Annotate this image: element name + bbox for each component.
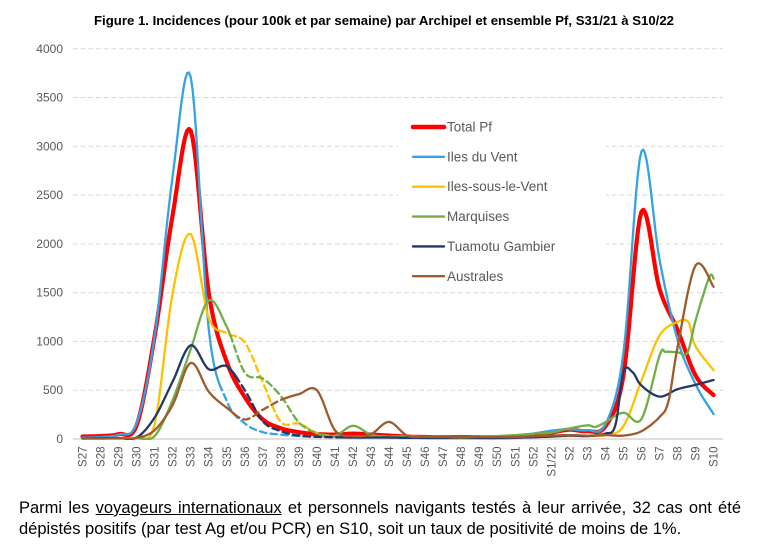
svg-text:S35: S35 [222,447,234,467]
svg-text:2000: 2000 [36,237,63,251]
svg-text:S3: S3 [582,447,594,461]
svg-text:S4: S4 [600,446,612,461]
svg-text:S39: S39 [294,447,306,467]
svg-text:Tuamotu Gambier: Tuamotu Gambier [447,239,556,254]
svg-text:Total Pf: Total Pf [447,120,492,135]
svg-text:3500: 3500 [36,91,63,105]
svg-text:S51: S51 [510,447,522,467]
svg-text:S8: S8 [673,447,685,461]
svg-text:1500: 1500 [36,286,63,300]
svg-text:Iles-sous-le-Vent: Iles-sous-le-Vent [447,179,548,194]
svg-text:Marquises: Marquises [447,209,510,224]
svg-text:S28: S28 [96,447,108,467]
svg-text:S38: S38 [276,447,288,467]
svg-text:S7: S7 [655,447,667,461]
svg-text:S27: S27 [78,447,90,467]
svg-text:S2: S2 [564,447,576,461]
svg-text:S48: S48 [456,447,468,467]
svg-text:500: 500 [43,383,63,397]
svg-text:S40: S40 [312,447,324,467]
svg-text:S46: S46 [420,447,432,467]
svg-text:S10: S10 [709,447,721,467]
svg-text:S52: S52 [528,447,540,467]
svg-text:S29: S29 [114,447,126,467]
svg-text:S33: S33 [186,447,198,467]
svg-text:S44: S44 [384,446,396,467]
svg-text:S9: S9 [691,447,703,461]
svg-text:S41: S41 [330,447,342,467]
svg-text:S42: S42 [348,447,360,467]
svg-text:S43: S43 [366,447,378,467]
svg-text:3000: 3000 [36,139,63,153]
svg-text:S36: S36 [240,447,252,467]
svg-text:S5: S5 [618,447,630,461]
svg-text:S30: S30 [132,447,144,467]
svg-text:1000: 1000 [36,334,63,348]
svg-text:4000: 4000 [36,42,63,56]
svg-text:Australes: Australes [447,269,504,284]
svg-text:S50: S50 [492,447,504,467]
svg-text:S49: S49 [474,447,486,467]
svg-text:S45: S45 [402,447,414,467]
svg-text:S34: S34 [204,446,216,467]
svg-text:S37: S37 [258,447,270,467]
svg-text:S31: S31 [150,447,162,467]
svg-text:Iles du Vent: Iles du Vent [447,149,518,164]
svg-text:S6: S6 [637,447,649,461]
svg-text:S32: S32 [168,447,180,467]
svg-text:S1/22: S1/22 [546,447,558,477]
svg-text:0: 0 [56,432,63,446]
svg-text:2500: 2500 [36,188,63,202]
svg-text:S47: S47 [438,447,450,467]
